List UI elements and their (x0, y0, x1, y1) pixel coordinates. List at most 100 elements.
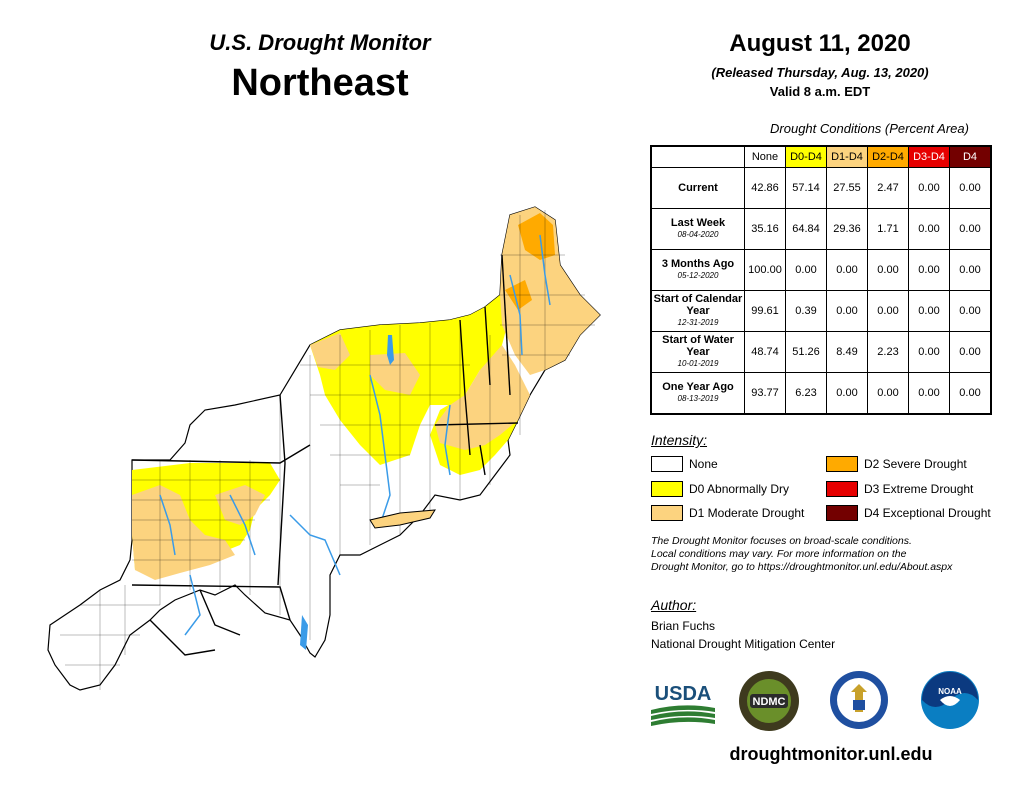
col-d2-d4: D2-D4 (867, 145, 909, 168)
disclaimer-line-2: Local conditions may vary. For more info… (651, 548, 907, 560)
table-cell: 29.36 (826, 208, 868, 250)
state-borders (131, 254, 519, 656)
table-cell: 0.00 (867, 372, 909, 414)
noaa-logo: NOAA (921, 671, 979, 729)
author-heading: Author: (651, 597, 697, 613)
table-cell: 0.00 (908, 290, 950, 332)
ndmc-logo: NDMC (739, 671, 799, 731)
table-cell: 27.55 (826, 167, 868, 209)
row-date: 05-12-2020 (677, 271, 719, 280)
table-cell: 35.16 (744, 208, 786, 250)
table-cell: 0.00 (826, 372, 868, 414)
table-corner (651, 146, 745, 168)
row-date: 08-04-2020 (677, 230, 719, 239)
table-cell: 0.00 (949, 208, 992, 250)
table-cell: 6.23 (785, 372, 827, 414)
legend-label-d1: D1 Moderate Drought (689, 506, 805, 520)
disclaimer: The Drought Monitor focuses on broad-sca… (651, 535, 1011, 574)
table-header-row: None D0-D4 D1-D4 D2-D4 D3-D4 D4 (651, 145, 992, 168)
col-d0-d4: D0-D4 (785, 145, 827, 168)
disclaimer-line-3: Drought Monitor, go to https://droughtmo… (651, 561, 953, 573)
drought-table: None D0-D4 D1-D4 D2-D4 D3-D4 D4 Current 4… (650, 145, 992, 415)
table-cell: 0.00 (949, 372, 992, 414)
table-row: Current 42.86 57.14 27.55 2.47 0.00 0.00 (650, 167, 992, 209)
d1-pa-southwest (132, 485, 235, 580)
table-cell: 99.61 (744, 290, 786, 332)
commerce-logo (830, 671, 888, 729)
table-row: 3 Months Ago 05-12-2020 100.00 0.00 0.00 0.00… (650, 249, 992, 291)
author-org: National Drought Mitigation Center (651, 637, 836, 651)
drought-map (47, 206, 601, 691)
d0-vermont-nh (450, 295, 510, 370)
legend-heading: Intensity: (651, 432, 708, 448)
table-cell: 0.00 (949, 249, 992, 291)
col-d4: D4 (949, 145, 992, 168)
table-row: Start of Water Year 10-01-2019 48.74 51.26 8… (650, 331, 992, 373)
row-label-text: Start of Calendar Year (653, 293, 743, 317)
row-label: Current (650, 167, 745, 209)
legend-label-none: None (689, 457, 718, 471)
table-cell: 48.74 (744, 331, 786, 373)
row-label: Start of Calendar Year 12-31-2019 (650, 290, 745, 332)
legend-swatch-d1 (651, 505, 683, 521)
legend-swatch-d4 (826, 505, 858, 521)
row-date: 08-13-2019 (677, 393, 719, 403)
row-label-text: Start of Water Year (662, 334, 734, 358)
table-cell: 0.00 (949, 290, 992, 332)
legend-swatch-d0 (651, 481, 683, 497)
table-cell: 1.71 (867, 208, 909, 250)
col-d3-d4: D3-D4 (908, 145, 950, 168)
row-label: One Year Ago 08-13-2019 (650, 372, 745, 414)
table-cell: 0.39 (785, 290, 827, 332)
table-cell: 0.00 (908, 372, 950, 414)
author-name: Brian Fuchs (651, 619, 716, 633)
map-date: August 11, 2020 (729, 30, 911, 57)
col-d1-d4: D1-D4 (826, 145, 868, 168)
table-cell: 0.00 (785, 249, 827, 291)
website-url: droughtmonitor.unl.edu (729, 744, 933, 764)
table-cell: 0.00 (908, 249, 950, 291)
legend-swatch-none (651, 456, 683, 472)
table-row: Last Week 08-04-2020 35.16 64.84 29.36 1.71 0.… (650, 208, 992, 250)
table-cell: 0.00 (867, 249, 909, 291)
d1-ny-finger (370, 353, 420, 395)
legend-label-d2: D2 Severe Drought (864, 457, 967, 471)
d2-maine (518, 213, 555, 260)
chesapeake-bay (300, 615, 308, 650)
usda-logo: USDA (651, 683, 715, 726)
usda-wordmark: USDA (655, 683, 712, 705)
d1-pa-south (215, 485, 265, 525)
product-title: U.S. Drought Monitor (209, 30, 431, 55)
valid-time: Valid 8 a.m. EDT (769, 84, 871, 99)
row-label: 3 Months Ago 05-12-2020 (650, 249, 745, 291)
row-label-text: Last Week (670, 217, 726, 229)
rivers (159, 234, 551, 636)
table-cell: 51.26 (785, 331, 827, 373)
table-row: One Year Ago 08-13-2019 93.77 6.23 0.00 0.00 0… (650, 372, 992, 414)
table-cell: 42.86 (744, 167, 786, 209)
table-cell: 2.47 (867, 167, 909, 209)
table-cell: 0.00 (908, 167, 950, 209)
noaa-wordmark: NOAA (938, 687, 962, 696)
table-cell: 0.00 (908, 208, 950, 250)
table-cell: 2.23 (867, 331, 909, 373)
table-cell: 57.14 (785, 167, 827, 209)
table-cell: 64.84 (785, 208, 827, 250)
table-cell: 0.00 (867, 290, 909, 332)
legend-swatch-d3 (826, 481, 858, 497)
table-cell: 0.00 (826, 249, 868, 291)
lake-champlain (387, 335, 394, 365)
legend-label-d3: D3 Extreme Drought (864, 482, 974, 496)
table-cell: 0.00 (949, 167, 992, 209)
legend-label-d0: D0 Abnormally Dry (689, 482, 790, 496)
table-cell: 0.00 (908, 331, 950, 373)
row-date: 12-31-2019 (677, 318, 719, 327)
col-none: None (744, 145, 786, 168)
table-cell: 93.77 (744, 372, 786, 414)
table-caption: Drought Conditions (Percent Area) (770, 121, 969, 136)
table-cell: 0.00 (949, 331, 992, 373)
disclaimer-line-1: The Drought Monitor focuses on broad-sca… (651, 535, 912, 547)
row-label-text: 3 Months Ago (661, 258, 735, 270)
region-title: Northeast (231, 62, 409, 104)
legend-label-d4: D4 Exceptional Drought (864, 506, 991, 520)
